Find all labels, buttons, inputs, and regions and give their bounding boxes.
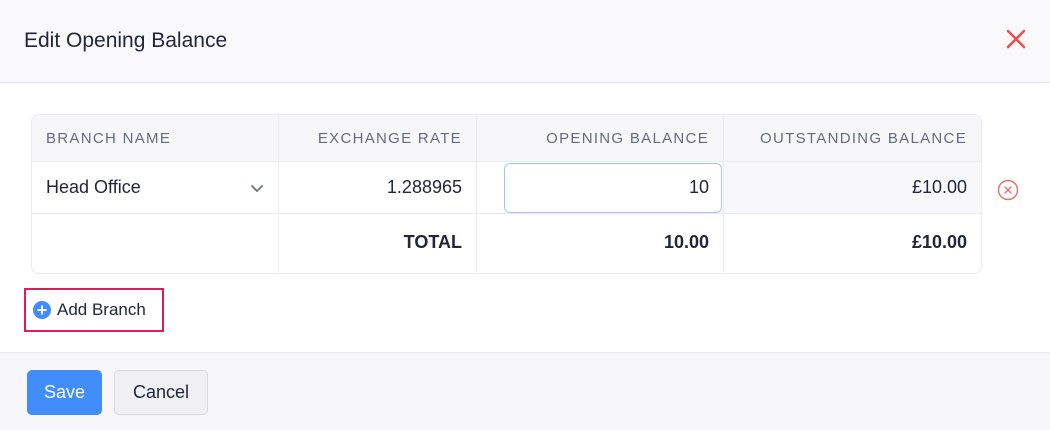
dialog-footer: Save Cancel bbox=[0, 352, 1050, 430]
dialog-title: Edit Opening Balance bbox=[24, 29, 228, 52]
branch-table: BRANCH NAME EXCHANGE RATE OPENING BALANC… bbox=[31, 114, 982, 274]
cancel-button[interactable]: Cancel bbox=[114, 370, 208, 415]
add-branch-label: Add Branch bbox=[57, 300, 146, 319]
total-opening-balance: 10.00 bbox=[477, 214, 724, 273]
total-label: TOTAL bbox=[279, 214, 477, 273]
branch-select[interactable]: Head Office bbox=[32, 162, 279, 213]
outstanding-balance: £10.00 bbox=[724, 162, 981, 213]
branch-name: Head Office bbox=[46, 177, 141, 197]
opening-balance-input[interactable] bbox=[504, 162, 722, 213]
remove-row-icon[interactable] bbox=[997, 179, 1019, 201]
exchange-rate: 1.288965 bbox=[279, 162, 477, 213]
table-header: BRANCH NAME EXCHANGE RATE OPENING BALANC… bbox=[32, 115, 981, 162]
opening-balance-cell bbox=[477, 162, 724, 213]
save-button[interactable]: Save bbox=[27, 370, 102, 415]
header-outstanding-balance: OUTSTANDING BALANCE bbox=[760, 129, 967, 147]
header-opening-balance: OPENING BALANCE bbox=[477, 115, 724, 161]
plus-circle-icon bbox=[33, 301, 51, 319]
header-exchange-rate: EXCHANGE RATE bbox=[279, 115, 477, 161]
chevron-down-icon[interactable] bbox=[250, 181, 264, 195]
total-row: TOTAL 10.00 £10.00 bbox=[32, 214, 981, 273]
add-branch-button[interactable]: Add Branch bbox=[24, 288, 164, 332]
total-outstanding-balance: £10.00 bbox=[911, 232, 967, 252]
dialog-header: Edit Opening Balance bbox=[0, 0, 1050, 83]
close-icon[interactable] bbox=[1003, 26, 1029, 52]
header-branch-name: BRANCH NAME bbox=[32, 115, 279, 161]
table-row: Head Office 1.288965 £10.00 bbox=[32, 162, 981, 214]
